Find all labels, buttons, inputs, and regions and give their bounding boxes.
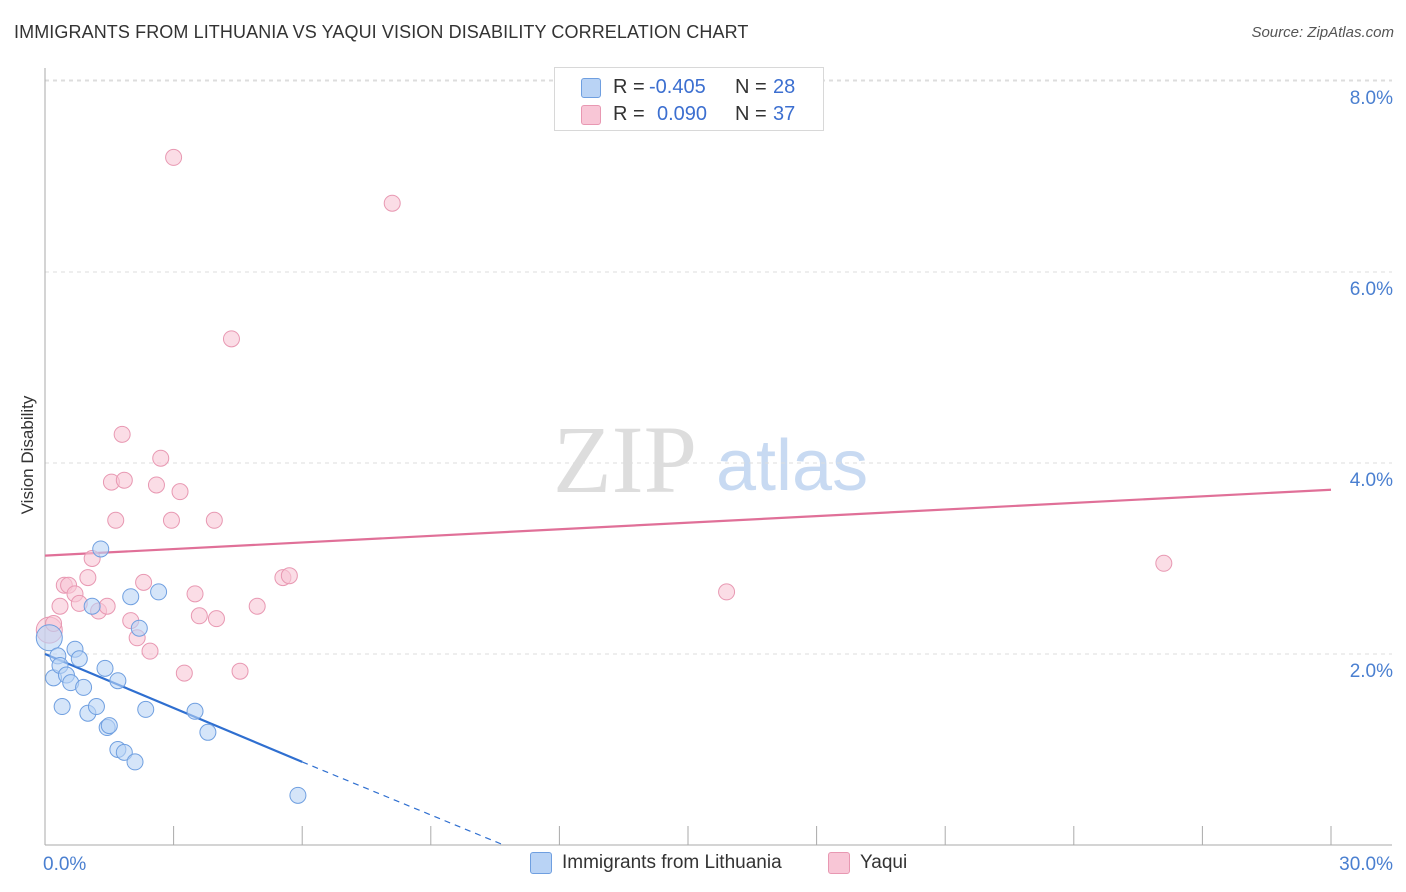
series-label-yaqui: Yaqui — [860, 852, 908, 873]
data-points — [35, 148, 1173, 804]
axes — [44, 68, 1392, 846]
point-yaqui — [107, 511, 125, 529]
point-lithuania — [126, 753, 144, 771]
point-lithuania — [70, 650, 88, 668]
point-yaqui — [51, 597, 69, 615]
point-yaqui — [383, 194, 401, 212]
point-lithuania — [35, 624, 63, 652]
source-label: Source: ZipAtlas.com — [1251, 24, 1394, 41]
point-lithuania — [115, 743, 133, 761]
legend-r-value: 0.090 — [657, 103, 708, 125]
legend-n-label: N = — [735, 76, 767, 98]
point-lithuania — [96, 659, 114, 677]
correlation-legend: R = -0.405 N = 28 R = 0.090 N = 37 — [554, 67, 824, 131]
point-yaqui — [115, 471, 133, 489]
legend-r-value: -0.405 — [649, 76, 706, 98]
trend-lines — [44, 488, 1332, 846]
series-swatch-yaqui — [828, 852, 850, 874]
point-yaqui — [222, 330, 240, 348]
legend-n-value: 37 — [773, 103, 796, 125]
y-tick-label: 2.0% — [1350, 661, 1393, 682]
watermark-atlas: atlas — [716, 426, 868, 506]
watermark-zip: ZIP — [553, 406, 697, 513]
point-yaqui — [147, 476, 165, 494]
point-yaqui — [175, 664, 193, 682]
legend-n-value: 28 — [773, 76, 796, 98]
point-lithuania — [186, 702, 204, 720]
trend-line-lithuania — [44, 652, 303, 763]
legend-swatch-yaqui — [581, 105, 601, 125]
point-yaqui — [205, 511, 223, 529]
point-lithuania — [150, 583, 168, 601]
y-tick-label: 6.0% — [1350, 279, 1393, 300]
point-yaqui — [79, 569, 97, 587]
x-tick-label: 0.0% — [43, 854, 86, 875]
point-lithuania — [199, 723, 217, 741]
point-lithuania — [122, 588, 140, 606]
x-tick-label: 30.0% — [1339, 854, 1393, 875]
point-lithuania — [92, 540, 110, 558]
point-lithuania — [87, 698, 105, 716]
series-swatch-lithuania — [530, 852, 552, 874]
point-yaqui — [113, 425, 131, 443]
point-lithuania — [109, 672, 127, 690]
y-tick-label: 8.0% — [1350, 88, 1393, 109]
legend-n-label: N = — [735, 103, 767, 125]
point-yaqui — [280, 567, 298, 585]
point-yaqui — [190, 607, 208, 625]
point-lithuania — [100, 717, 118, 735]
point-yaqui — [141, 642, 159, 660]
series-label-lithuania: Immigrants from Lithuania — [562, 852, 782, 873]
legend-swatch-lithuania — [581, 78, 601, 98]
tick-labels: 2.0% 4.0% 6.0% 8.0% 0.0% 30.0% — [43, 88, 1393, 875]
point-yaqui — [1155, 554, 1173, 572]
point-yaqui — [171, 483, 189, 501]
point-lithuania — [130, 619, 148, 637]
point-yaqui — [98, 597, 116, 615]
legend-r-label: R = — [613, 76, 645, 98]
chart-title: IMMIGRANTS FROM LITHUANIA VS YAQUI VISIO… — [14, 22, 749, 42]
legend-r-label: R = — [613, 103, 645, 125]
point-lithuania — [53, 698, 71, 716]
point-lithuania — [75, 678, 93, 696]
point-yaqui — [207, 610, 225, 628]
point-yaqui — [231, 662, 249, 680]
point-lithuania — [83, 597, 101, 615]
gridlines — [45, 79, 1392, 655]
point-yaqui — [248, 597, 266, 615]
point-yaqui — [135, 573, 153, 591]
point-yaqui — [186, 585, 204, 603]
point-yaqui — [152, 449, 170, 467]
trend-line-yaqui — [44, 488, 1332, 557]
point-lithuania — [137, 700, 155, 718]
trend-line-lithuania-extension — [301, 761, 504, 846]
point-lithuania — [289, 786, 307, 804]
point-yaqui — [165, 148, 183, 166]
point-yaqui — [162, 511, 180, 529]
watermark: ZIP atlas — [553, 406, 868, 513]
y-tick-label: 4.0% — [1350, 470, 1393, 491]
point-yaqui — [718, 583, 736, 601]
